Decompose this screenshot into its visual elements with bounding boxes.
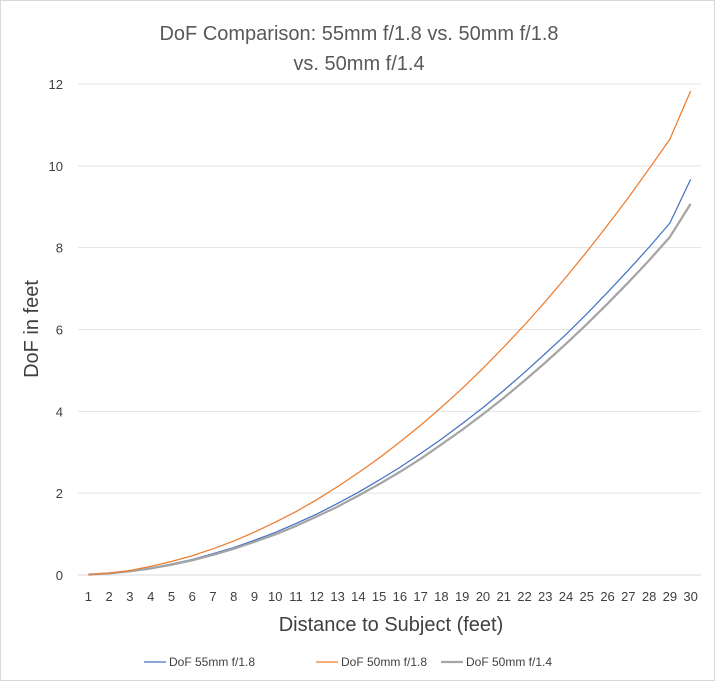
x-tick-label: 26 — [600, 589, 614, 604]
x-tick-label: 17 — [413, 589, 427, 604]
x-tick-label: 12 — [310, 589, 324, 604]
x-tick-label: 16 — [393, 589, 407, 604]
y-tick-label: 2 — [56, 486, 63, 501]
series-lines — [88, 90, 692, 576]
x-tick-label: 18 — [434, 589, 448, 604]
x-tick-label: 6 — [189, 589, 196, 604]
y-axis-ticks: 0 2 4 6 8 10 12 — [49, 77, 63, 583]
x-axis-ticks: 1 2 3 4 5 6 7 8 9 10 11 12 13 14 15 16 17 18 19 20 21 22 23 24 2… — [85, 589, 698, 604]
chart-title-line-1: DoF Comparison: 55mm f/1.8 vs. 50mm f/1.… — [159, 23, 558, 45]
x-tick-label: 8 — [230, 589, 237, 604]
x-tick-label: 29 — [663, 589, 677, 604]
x-tick-label: 7 — [209, 589, 216, 604]
x-tick-label: 14 — [351, 589, 365, 604]
y-tick-label: 8 — [56, 241, 63, 256]
series-line-1 — [88, 179, 692, 576]
y-tick-label: 6 — [56, 323, 63, 338]
legend: DoF 55mm f/1.8 DoF 50mm f/1.8 DoF 50mm f/1… — [144, 655, 552, 669]
x-tick-label: 2 — [106, 589, 113, 604]
series-line-3 — [88, 203, 692, 576]
x-tick-label: 30 — [683, 589, 697, 604]
gridlines — [78, 83, 701, 576]
y-axis-title: DoF in feet — [21, 280, 43, 378]
x-tick-label: 13 — [330, 589, 344, 604]
x-tick-label: 28 — [642, 589, 656, 604]
y-tick-label: 12 — [49, 77, 63, 92]
x-tick-label: 5 — [168, 589, 175, 604]
x-tick-label: 22 — [517, 589, 531, 604]
series-line-2 — [88, 90, 692, 576]
x-axis-title: Distance to Subject (feet) — [279, 614, 504, 636]
x-tick-label: 1 — [85, 589, 92, 604]
x-tick-label: 20 — [476, 589, 490, 604]
x-tick-label: 23 — [538, 589, 552, 604]
chart-title-line-2: vs. 50mm f/1.4 — [293, 53, 424, 75]
x-tick-label: 11 — [289, 589, 303, 604]
x-tick-label: 4 — [147, 589, 154, 604]
x-tick-label: 15 — [372, 589, 386, 604]
y-tick-label: 4 — [56, 404, 63, 419]
x-tick-label: 21 — [496, 589, 510, 604]
legend-label-1: DoF 55mm f/1.8 — [169, 655, 255, 669]
x-tick-label: 10 — [268, 589, 282, 604]
y-tick-label: 0 — [56, 568, 63, 583]
y-tick-label: 10 — [49, 159, 63, 174]
x-tick-label: 3 — [126, 589, 133, 604]
x-tick-label: 19 — [455, 589, 469, 604]
x-tick-label: 27 — [621, 589, 635, 604]
legend-label-2: DoF 50mm f/1.8 — [341, 655, 427, 669]
legend-label-3: DoF 50mm f/1.4 — [466, 655, 552, 669]
x-tick-label: 9 — [251, 589, 258, 604]
x-tick-label: 24 — [559, 589, 573, 604]
x-tick-label: 25 — [580, 589, 594, 604]
